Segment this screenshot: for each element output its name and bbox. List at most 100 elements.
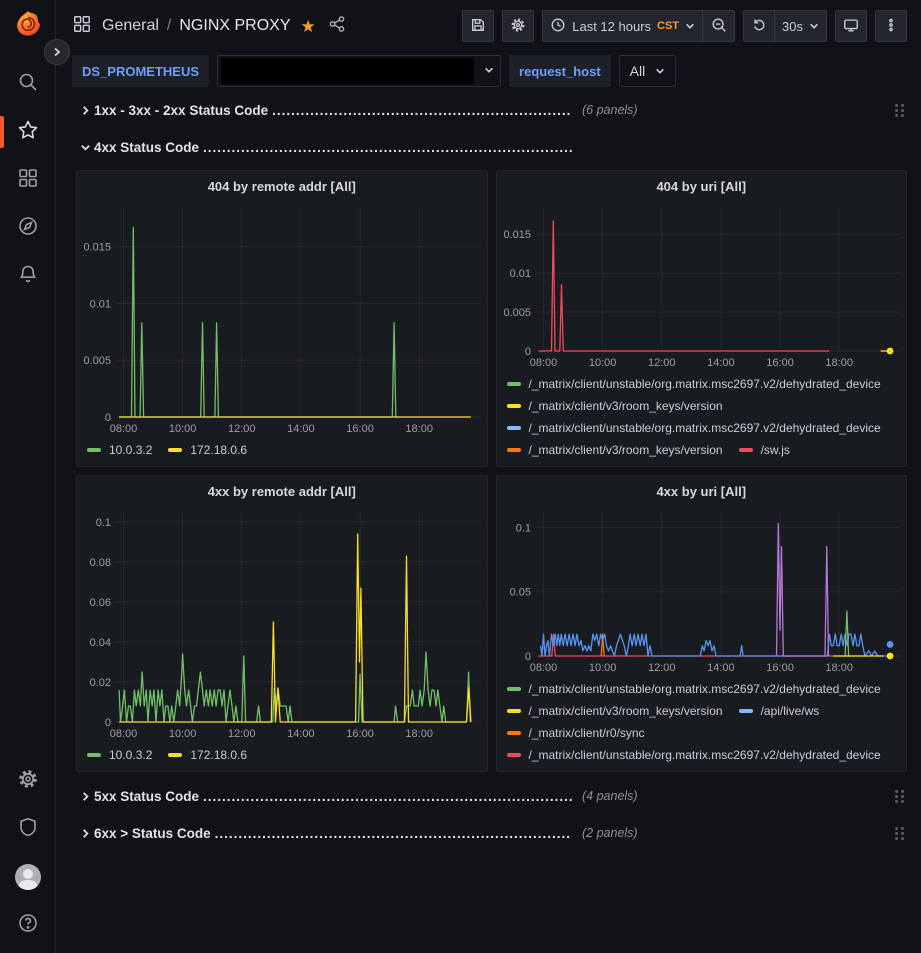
legend-item[interactable]: /_matrix/client/unstable/org.matrix.msc2… [507,678,881,700]
share-icon[interactable] [328,15,346,38]
row-title: 1xx - 3xx - 2xx Status Code [94,103,268,118]
sidebar-item-alerting[interactable] [0,252,56,300]
panel-legend: /_matrix/client/unstable/org.matrix.msc2… [497,676,907,768]
sidebar-item-server-admin[interactable] [0,805,56,853]
svg-text:0: 0 [105,717,111,729]
legend-item[interactable]: 10.0.3.2 [87,744,152,766]
save-dashboard-button[interactable] [462,10,494,42]
request-host-variable-select[interactable]: All [619,55,677,87]
sidebar-expand-button[interactable] [44,39,70,65]
breadcrumb-dashboard-title[interactable]: NGINX PROXY [179,17,290,35]
legend-item[interactable]: 10.0.3.2 [87,439,152,461]
svg-text:10:00: 10:00 [169,423,197,435]
chevron-right-icon [76,828,94,839]
refresh-icon [751,17,767,36]
grafana-app: General / NGINX PROXY ★ Last 12 hours [0,0,921,953]
legend-item[interactable]: /api/live/ws [739,700,820,722]
row-drag-handle[interactable] [893,102,907,119]
panel-title[interactable]: 404 by uri [All] [497,173,907,199]
legend-item[interactable]: /_matrix/client/v3/room_keys/version [507,439,723,461]
request-host-value: All [630,63,646,79]
row-panel-count: (6 panels) [582,103,638,117]
refresh-button[interactable] [743,10,775,42]
compass-icon [17,215,39,242]
tv-mode-button[interactable] [835,10,867,42]
row-drag-handle[interactable] [893,825,907,842]
chevron-right-icon [76,791,94,802]
legend-item[interactable]: /_matrix/client/v3/room_keys/version [507,395,723,417]
svg-text:08:00: 08:00 [110,728,138,740]
breadcrumb: General / NGINX PROXY [102,17,291,35]
legend-item[interactable]: /sw.js [739,439,790,461]
row-panel-count: (4 panels) [582,789,638,803]
legend-series-label: /api/live/ws [761,704,820,718]
legend-series-label: 172.18.0.6 [190,748,247,762]
dashboard-settings-button[interactable] [502,10,534,42]
clock-icon [550,17,566,36]
legend-item[interactable]: 172.18.0.6 [168,439,247,461]
request-host-variable-label[interactable]: request_host [509,55,611,87]
svg-text:14:00: 14:00 [707,662,735,674]
refresh-interval-picker[interactable]: 30s [775,10,827,42]
dashboard-apps-icon[interactable] [72,14,92,39]
row-dots: ........................................… [203,140,572,155]
datasource-variable-label[interactable]: DS_PROMETHEUS [72,55,209,87]
panel-title[interactable]: 4xx by uri [All] [497,478,907,504]
legend-series-swatch [507,731,521,735]
sidebar-item-profile[interactable] [0,853,56,901]
breadcrumb-folder[interactable]: General [102,17,159,35]
row-header-1xx[interactable]: 1xx - 3xx - 2xx Status Code.............… [76,96,907,124]
kebab-menu-button[interactable] [875,10,907,42]
time-range-label: Last 12 hours [572,19,651,34]
svg-text:0.04: 0.04 [90,637,111,649]
legend-series-swatch [507,382,521,386]
row-dots: ........................................… [203,789,572,804]
svg-text:18:00: 18:00 [405,728,433,740]
datasource-variable-select[interactable] [217,55,501,87]
sidebar-item-dashboards[interactable] [0,156,56,204]
legend-item[interactable]: /_matrix/client/v3/room_keys/version [507,700,723,722]
panel-title[interactable]: 4xx by remote addr [All] [77,478,487,504]
time-series-chart[interactable]: 08:0010:0012:0014:0016:0018:0000.0050.01… [77,199,487,437]
favorite-star-icon[interactable]: ★ [301,18,316,35]
grafana-logo-icon[interactable] [11,8,45,42]
sidebar [0,0,56,953]
sidebar-item-search[interactable] [0,60,56,108]
time-series-chart[interactable]: 08:0010:0012:0014:0016:0018:0000.0050.01… [497,199,907,371]
svg-text:0.01: 0.01 [90,298,111,310]
sidebar-item-explore[interactable] [0,204,56,252]
time-series-chart[interactable]: 08:0010:0012:0014:0016:0018:0000.020.040… [77,504,487,742]
chevron-down-icon [76,142,94,153]
monitor-icon [843,17,859,36]
sidebar-item-starred[interactable] [0,108,56,156]
svg-text:0.05: 0.05 [509,587,530,599]
legend-item[interactable]: /_matrix/client/unstable/org.matrix.msc2… [507,373,881,395]
breadcrumb-separator: / [167,17,171,35]
zoom-out-button[interactable] [703,10,735,42]
avatar [15,864,41,890]
legend-item[interactable]: /_matrix/client/unstable/org.matrix.msc2… [507,744,881,766]
legend-series-label: /_matrix/client/v3/room_keys/version [529,443,723,457]
sidebar-item-configuration[interactable] [0,757,56,805]
panel-title[interactable]: 404 by remote addr [All] [77,173,487,199]
svg-text:14:00: 14:00 [707,357,735,369]
legend-item[interactable]: 172.18.0.6 [168,744,247,766]
row-header-6xx[interactable]: 6xx > Status Code.......................… [76,819,907,847]
legend-series-swatch [739,448,753,452]
svg-text:16:00: 16:00 [766,662,794,674]
svg-text:0.01: 0.01 [509,268,530,280]
sidebar-item-help[interactable] [0,901,56,949]
legend-series-swatch [168,448,182,452]
legend-item[interactable]: /_matrix/client/r0/sync [507,722,645,744]
legend-series-swatch [507,404,521,408]
row-header-5xx[interactable]: 5xx Status Code.........................… [76,782,907,810]
time-series-chart[interactable]: 08:0010:0012:0014:0016:0018:0000.050.1 [497,504,907,676]
row-drag-handle[interactable] [893,788,907,805]
panel-4xx-by-uri: 4xx by uri [All] 08:0010:0012:0014:0016:… [496,475,908,772]
chevron-down-icon [685,19,695,34]
svg-text:0.005: 0.005 [83,355,111,367]
time-controls-group: Last 12 hours CST [542,10,735,42]
row-header-4xx[interactable]: 4xx Status Code.........................… [76,133,907,161]
legend-item[interactable]: /_matrix/client/unstable/org.matrix.msc2… [507,417,881,439]
time-range-picker[interactable]: Last 12 hours CST [542,10,703,42]
